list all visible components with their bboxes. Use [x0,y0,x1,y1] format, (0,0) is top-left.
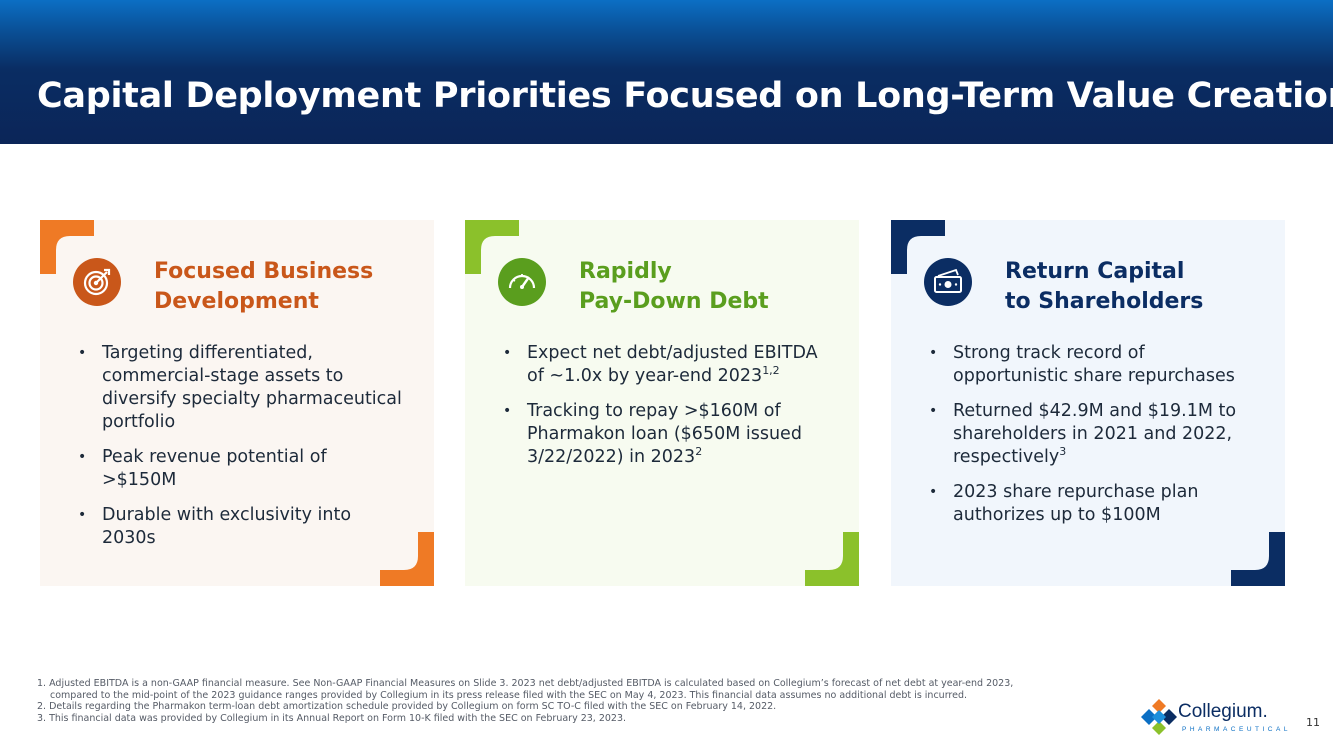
bullet-text: Peak revenue potential of >$150M [102,447,327,490]
corner-bracket-top-left [40,220,94,274]
bullet-dot: • [503,403,512,419]
collegium-logo: Collegium. PHARMACEUTICAL [1140,696,1287,738]
title-banner: Capital Deployment Priorities Focused on… [0,0,1333,144]
footnote-ref: 2 [695,445,703,459]
target-icon [73,258,121,306]
corner-bracket-top-left [465,220,519,274]
corner-bracket-bottom-right [1231,532,1285,586]
footnote-3: 3. This financial data was provided by C… [37,712,627,724]
card-title: Focused Business Development [154,257,424,317]
cash-icon [924,258,972,306]
footnote-1-continued: compared to the mid-point of the 2023 gu… [50,689,968,701]
card-title-line-1: Rapidly [579,259,672,284]
card-title-line-2: to Shareholders [1005,289,1204,314]
footnote-ref: 1,2 [762,364,780,378]
list-item: • Durable with exclusivity into 2030s [76,504,406,550]
card-title-line-2: Development [154,289,319,314]
bullet-text: 2023 share repurchase plan authorizes up… [953,482,1199,525]
bullet-text: Targeting differentiated, commercial-sta… [102,343,402,432]
list-item: • Peak revenue potential of >$150M [76,446,406,492]
bullet-text: Durable with exclusivity into 2030s [102,505,352,548]
bullet-dot: • [929,403,938,419]
card-title: Rapidly Pay-Down Debt [579,257,849,317]
bullet-list: • Strong track record of opportunistic sh… [927,342,1257,539]
collegium-logo-icon [1141,699,1177,735]
bullet-text: Returned $42.9M and $19.1M to shareholde… [953,401,1237,467]
bullet-text: Expect net debt/adjusted EBITDA of ~1.0x… [527,343,818,386]
card-business-development: Focused Business Development • Targeting … [40,220,434,586]
card-title: Return Capital to Shareholders [1005,257,1275,317]
list-item: • Tracking to repay >$160M of Pharmakon l… [501,400,831,469]
card-title-line-1: Return Capital [1005,259,1185,284]
bullet-dot: • [929,345,938,361]
bullet-list: • Expect net debt/adjusted EBITDA of ~1.0… [501,342,831,481]
bullet-list: • Targeting differentiated, commercial-st… [76,342,406,562]
corner-bracket-top-left [891,220,945,274]
bullet-dot: • [503,345,512,361]
corner-bracket-bottom-right [805,532,859,586]
slide-title: Capital Deployment Priorities Focused on… [37,76,1333,116]
footnote-1: 1. Adjusted EBITDA is a non-GAAP financi… [37,678,1014,689]
logo-wordmark: Collegium. [1178,701,1268,722]
list-item: • 2023 share repurchase plan authorizes u… [927,481,1257,527]
speedometer-icon [498,258,546,306]
corner-bracket-bottom-right [380,532,434,586]
footnote-ref: 3 [1059,445,1067,459]
bullet-dot: • [78,507,87,523]
bullet-text: Tracking to repay >$160M of Pharmakon lo… [527,401,802,467]
card-title-line-2: Pay-Down Debt [579,289,769,314]
bullet-dot: • [929,484,938,500]
bullet-dot: • [78,345,87,361]
card-title-line-1: Focused Business [154,259,374,284]
bullet-dot: • [78,449,87,465]
bullet-text: Strong track record of opportunistic sha… [953,343,1235,386]
list-item: • Expect net debt/adjusted EBITDA of ~1.0… [501,342,831,388]
logo-tagline: PHARMACEUTICAL [1182,726,1291,733]
footnotes: 1. Adjusted EBITDA is a non-GAAP financi… [37,678,1117,724]
card-return-capital: Return Capital to Shareholders • Strong t… [891,220,1285,586]
card-pay-down-debt: Rapidly Pay-Down Debt • Expect net debt/a… [465,220,859,586]
footnote-2: 2. Details regarding the Pharmakon term-… [37,701,777,713]
list-item: • Returned $42.9M and $19.1M to sharehold… [927,400,1257,469]
page-number: 11 [1306,716,1320,729]
list-item: • Strong track record of opportunistic sh… [927,342,1257,388]
list-item: • Targeting differentiated, commercial-st… [76,342,406,434]
